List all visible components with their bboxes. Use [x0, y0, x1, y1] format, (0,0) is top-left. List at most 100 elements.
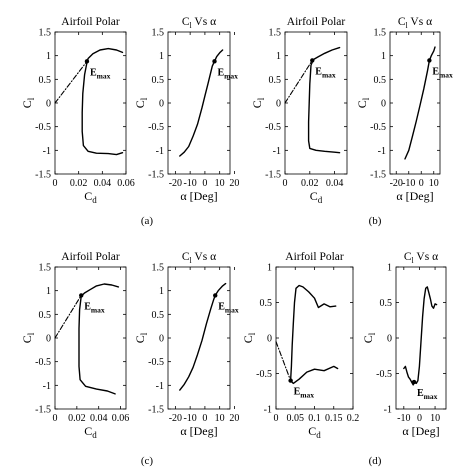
data-line: [179, 282, 227, 391]
y-tick-label: -1.5: [35, 405, 51, 416]
x-tick-label: 0.15: [325, 413, 343, 424]
chart-title: Airfoil Polar: [285, 251, 344, 263]
chart-title: Cl Vs α: [182, 16, 216, 30]
y-tick-label: 0.5: [152, 310, 165, 321]
y-tick-label: -1.5: [35, 170, 51, 181]
y-tick-label: -0.5: [35, 357, 51, 368]
chart-title: Cl Vs α: [182, 251, 216, 265]
x-tick-label: 0: [53, 413, 58, 424]
x-tick-label: 10: [215, 413, 225, 424]
tangent-line: [275, 341, 292, 382]
x-axis-label: Cd: [84, 189, 97, 205]
y-tick-label: 1: [159, 286, 164, 297]
y-tick-label: 1: [159, 51, 164, 62]
y-tick-label: 1.5: [269, 28, 282, 39]
y-tick-label: 0: [46, 334, 51, 345]
x-tick-label: 0.04: [94, 178, 112, 189]
emax-marker: [84, 59, 90, 64]
x-tick-label: 10: [215, 178, 225, 189]
y-axis-label: Cl: [20, 97, 36, 108]
tangent-line: [54, 60, 88, 104]
y-tick-label: 1.5: [374, 28, 387, 39]
y-tick-label: -0.5: [148, 357, 164, 368]
x-tick-label: 0.04: [90, 413, 108, 424]
emax-marker: [427, 58, 432, 63]
y-axis-label: Cl: [355, 97, 371, 108]
y-tick-label: -1: [378, 146, 386, 157]
x-tick-label: 0.06: [112, 413, 130, 424]
x-tick-label: -10: [397, 413, 410, 424]
y-tick-label: 1: [46, 286, 51, 297]
chart-panel: -1 -0.5 0 0.5 1 0 0.05 0.1 0.15 0.2 Airfoil Polar C…: [241, 251, 359, 440]
y-tick-label: 1: [46, 51, 51, 62]
tangent-line: [284, 59, 313, 104]
y-tick-label: -0.5: [376, 369, 392, 380]
y-axis-label: Cl: [250, 97, 266, 108]
emax-label: Emax: [432, 66, 453, 79]
chart-panel: -1.5 -1 -0.5 0 0.5 1 1.5 -20 -10 0 10 Cl Vs α Cl α [D…: [355, 16, 453, 203]
y-tick-label: -1: [384, 405, 392, 416]
y-tick-label: 0.5: [269, 75, 282, 86]
emax-label: Emax: [90, 67, 111, 80]
x-tick-label: 0: [53, 178, 58, 189]
chart-panel: -1.5 -1 -0.5 0 0.5 1 1.5 -20 -10 0 10 20 Cl Vs α Cl α …: [133, 16, 239, 203]
x-axis-label: Cd: [84, 424, 97, 440]
tangent-line: [54, 294, 82, 339]
x-tick-label: 10: [429, 178, 439, 189]
y-tick-label: 1: [267, 263, 272, 274]
y-tick-label: -0.5: [265, 122, 281, 133]
chart-panel: -1.5 -1 -0.5 0 0.5 1 1.5 0 0.02 0.04 0.06 Airfoil P…: [20, 16, 135, 205]
y-tick-label: -1: [43, 381, 51, 392]
y-tick-label: 0.5: [39, 310, 52, 321]
x-tick-label: 0: [202, 178, 207, 189]
panel-tag-c: (c): [141, 455, 154, 467]
x-tick-label: 0: [283, 178, 288, 189]
y-tick-label: 0.5: [380, 298, 393, 309]
chart-title: Airfoil Polar: [287, 16, 346, 28]
emax-label: Emax: [315, 66, 336, 79]
x-tick-label: 0: [419, 178, 424, 189]
y-tick-label: -1.5: [148, 170, 164, 181]
emax-label: Emax: [294, 387, 315, 400]
x-tick-label: -20: [169, 178, 182, 189]
y-axis-label: Cl: [20, 332, 36, 343]
data-line: [81, 47, 124, 156]
chart-panel: -1.5 -1 -0.5 0 0.5 1 1.5 -20 -10 0 10 20 Cl Vs α Cl α …: [133, 251, 239, 438]
y-tick-label: 0: [267, 334, 272, 345]
data-line: [307, 46, 341, 154]
emax-marker: [79, 293, 84, 298]
emax-marker: [411, 379, 417, 385]
x-tick-label: 0.02: [70, 178, 88, 189]
y-tick-label: -1.5: [148, 405, 164, 416]
axes-frame: [167, 31, 231, 175]
y-tick-label: 0: [387, 334, 392, 345]
x-tick-label: -10: [402, 178, 415, 189]
chart-title: Cl Vs α: [404, 251, 438, 265]
x-tick-label: 0.06: [117, 178, 135, 189]
chart-panel: -1 -0.5 0 0.5 1 -10 0 10 Cl Vs α Cl α [Deg] Emax: [361, 251, 447, 438]
x-axis-label: Cd: [308, 424, 321, 440]
y-tick-label: 1: [387, 263, 392, 274]
y-tick-label: -0.5: [370, 122, 386, 133]
chart-title: Airfoil Polar: [61, 16, 120, 28]
y-axis-label: Cl: [241, 332, 257, 343]
chart-title: Cl Vs α: [398, 16, 432, 30]
y-axis-label: Cl: [361, 332, 377, 343]
data-line: [403, 286, 438, 386]
x-tick-label: 0: [202, 413, 207, 424]
emax-label: Emax: [84, 301, 105, 314]
y-axis-label: Cl: [133, 332, 149, 343]
y-tick-label: 1.5: [39, 263, 52, 274]
data-line: [78, 283, 120, 395]
x-tick-label: -20: [390, 178, 403, 189]
y-tick-label: 1.5: [39, 28, 52, 39]
y-tick-label: -0.5: [256, 369, 272, 380]
chart-panel: -1.5 -1 -0.5 0 0.5 1 1.5 0 0.02 0.04 Airfoil Polar…: [250, 16, 348, 205]
x-tick-label: 0.2: [347, 413, 360, 424]
y-tick-label: -0.5: [148, 122, 164, 133]
y-tick-label: -1: [156, 381, 164, 392]
y-tick-label: -1: [156, 146, 164, 157]
x-tick-label: 10: [430, 413, 440, 424]
x-axis-label: α [Deg]: [180, 189, 217, 203]
x-axis-label: α [Deg]: [180, 424, 217, 438]
